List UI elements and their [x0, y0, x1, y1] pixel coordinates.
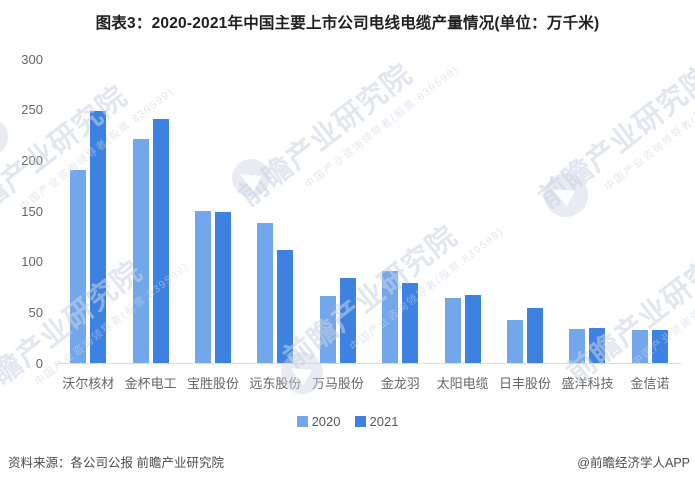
bar-2020	[382, 270, 399, 363]
bar-2020	[132, 139, 149, 363]
bar-2021	[464, 295, 481, 363]
x-axis-label: 金杯电工	[124, 376, 177, 391]
legend-swatch-2021	[354, 416, 366, 427]
y-tick-label: 250	[21, 102, 43, 118]
chart-title: 图表3：2020-2021年中国主要上市公司电线电缆产量情况(单位：万千米)	[95, 15, 600, 32]
x-axis-label: 日丰股份	[499, 376, 552, 391]
plot-area: 沃尔核材 金杯电工 宝胜股份 远东股份 万马股份 金龙羽 太阳电缆 日丰股份 盛洋科技 金信诺	[57, 59, 681, 391]
y-tick-label: 200	[21, 152, 43, 168]
bar-2021	[215, 212, 232, 363]
source-note: 资料来源：各公司公报 前瞻产业研究院	[8, 456, 224, 470]
legend-label-2021: 2021	[369, 414, 399, 429]
bar-2021	[339, 277, 356, 363]
bar-group: 万马股份	[307, 59, 369, 391]
x-axis-label: 太阳电缆	[436, 376, 489, 391]
bar-2021	[90, 110, 107, 363]
x-axis-label: 盛洋科技	[561, 376, 614, 391]
bar-2021	[651, 329, 668, 363]
bar-group: 金龙羽	[369, 59, 431, 391]
x-axis-label: 宝胜股份	[187, 376, 240, 391]
bar-group: 盛洋科技	[556, 59, 618, 391]
bar-2021	[152, 118, 169, 363]
bar-2020	[319, 296, 336, 363]
bar-group: 金信诺	[619, 59, 681, 391]
bar-2021	[402, 282, 419, 363]
bar-group: 太阳电缆	[431, 59, 493, 391]
bar-2020	[507, 320, 524, 363]
bar-2020	[444, 298, 461, 363]
legend-item-2021[interactable]: 2021	[354, 414, 399, 429]
watermark-logo-icon	[0, 117, 8, 157]
bar-2021	[527, 308, 544, 363]
bar-2020	[569, 328, 586, 363]
legend-item-2020[interactable]: 2020	[296, 414, 341, 429]
y-tick-label: 300	[21, 51, 43, 67]
x-axis-label: 金龙羽	[380, 376, 420, 391]
bar-2020	[631, 329, 648, 363]
bar-2021	[589, 327, 606, 363]
y-tick-label: 150	[21, 203, 43, 219]
bar-group: 日丰股份	[494, 59, 556, 391]
bar-group: 金杯电工	[119, 59, 181, 391]
legend: 2020 2021	[0, 414, 695, 429]
legend-label-2020: 2020	[311, 414, 341, 429]
credit-note: @前瞻经济学人APP	[577, 456, 690, 470]
x-axis-label: 远东股份	[249, 376, 302, 391]
bar-group: 沃尔核材	[57, 59, 119, 391]
bar-2020	[195, 211, 212, 363]
bar-group: 宝胜股份	[182, 59, 244, 391]
legend-swatch-2020	[296, 416, 308, 427]
bar-2020	[70, 170, 87, 363]
bar-2020	[257, 223, 274, 363]
y-tick-label: 100	[21, 254, 43, 270]
bar-2021	[277, 249, 294, 363]
x-axis-label: 金信诺	[630, 376, 670, 391]
x-axis-label: 沃尔核材	[62, 376, 115, 391]
x-axis-label: 万马股份	[311, 376, 364, 391]
y-tick-label: 0	[35, 355, 43, 371]
y-tick-label: 50	[28, 304, 43, 320]
bar-group: 远东股份	[244, 59, 306, 391]
